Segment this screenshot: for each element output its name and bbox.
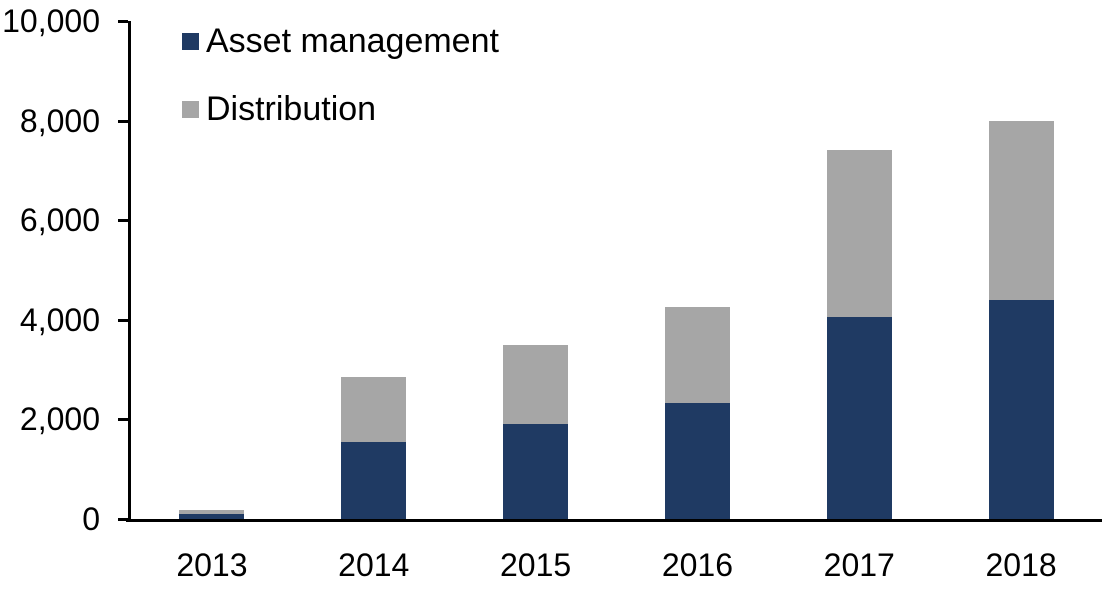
bar-2016-asset-management: [664, 403, 730, 519]
bar-2016-distribution: [664, 307, 730, 404]
y-axis-line: [128, 21, 131, 522]
x-tick-label-2017: 2017: [823, 547, 895, 583]
bar-2014-asset-management: [341, 441, 407, 519]
legend-swatch-distribution-icon: [182, 100, 199, 118]
bar-2017-distribution: [826, 150, 892, 318]
legend-label-distribution: Distribution: [206, 90, 377, 128]
y-tick-0: [118, 518, 128, 521]
bar-2018-distribution: [988, 120, 1054, 300]
x-tick-label-2016: 2016: [661, 547, 733, 583]
y-tick-4-000: [118, 318, 128, 322]
y-tick-label-2-000: 2,000: [19, 401, 100, 438]
y-tick-label-0: 0: [82, 501, 100, 537]
y-tick-label-6-000: 6,000: [19, 202, 100, 239]
y-tick-2-000: [118, 418, 128, 422]
y-tick-label-10-000: 10,000: [2, 3, 100, 39]
legend-item-distribution: Distribution: [182, 92, 376, 126]
x-axis-line: [126, 519, 1102, 522]
x-tick-label-2013: 2013: [176, 547, 248, 583]
y-tick-10-000: [118, 20, 128, 23]
bar-2013-asset-management: [179, 514, 245, 519]
bar-2013-distribution: [179, 509, 245, 514]
bar-2015-asset-management: [503, 424, 569, 519]
legend-swatch-asset-management-icon: [182, 32, 199, 50]
x-tick-label-2018: 2018: [985, 547, 1057, 583]
legend-item-asset-management: Asset management: [182, 24, 499, 58]
y-tick-label-8-000: 8,000: [19, 102, 100, 139]
y-tick-8-000: [118, 119, 128, 123]
bar-2018-asset-management: [988, 299, 1054, 519]
y-tick-label-4-000: 4,000: [19, 301, 100, 338]
x-tick-label-2014: 2014: [338, 547, 410, 583]
y-tick-6-000: [118, 219, 128, 223]
bar-2015-distribution: [503, 344, 569, 425]
legend-label-asset-management: Asset management: [206, 22, 499, 60]
bar-2017-asset-management: [826, 317, 892, 519]
bar-2014-distribution: [341, 377, 407, 442]
x-tick-label-2015: 2015: [499, 547, 572, 583]
